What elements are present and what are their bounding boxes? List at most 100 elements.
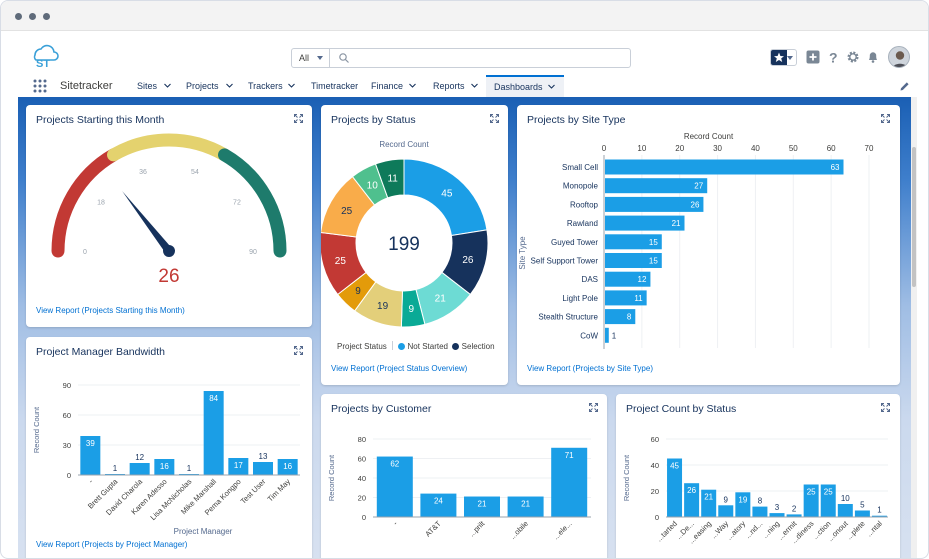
bar bbox=[129, 463, 150, 475]
bar bbox=[154, 459, 175, 475]
edit-nav-pencil-icon[interactable] bbox=[899, 81, 910, 92]
search-scope-label: All bbox=[299, 53, 310, 63]
legend-title: Project Status bbox=[337, 342, 387, 351]
category-label: Guyed Tower bbox=[551, 238, 598, 247]
category-label: Tim May bbox=[266, 477, 293, 504]
scrollbar-thumb[interactable] bbox=[912, 147, 916, 287]
search-input[interactable] bbox=[354, 50, 624, 66]
donut-slice-label: 19 bbox=[377, 301, 389, 312]
nav-item-timetracker[interactable]: Timetracker bbox=[311, 75, 361, 97]
donut-slice-label: 26 bbox=[462, 255, 474, 266]
bar-value-label: 45 bbox=[670, 462, 679, 471]
bar-value-label: 26 bbox=[687, 486, 696, 495]
tick-label: 40 bbox=[651, 461, 659, 470]
bar bbox=[718, 505, 734, 517]
view-report-link[interactable]: View Report (Projects by Site Type) bbox=[527, 364, 653, 373]
bar-value-label: 1 bbox=[113, 464, 118, 473]
gauge-chart: 0 18 36 54 72 90 26 bbox=[51, 133, 287, 287]
card-title: Projects by Status bbox=[331, 114, 416, 126]
add-icon[interactable] bbox=[806, 50, 820, 64]
legend-item-label: Not Started bbox=[407, 342, 448, 351]
bar bbox=[605, 271, 651, 287]
window-dot-icon bbox=[15, 13, 22, 20]
chevron-down-icon bbox=[317, 56, 323, 60]
expand-icon[interactable] bbox=[294, 114, 303, 123]
category-label: Rawland bbox=[567, 219, 598, 228]
category-label: Monopole bbox=[563, 182, 599, 191]
tick-label: 0 bbox=[67, 471, 71, 480]
bar bbox=[701, 489, 717, 517]
nav-item-projects[interactable]: Projects bbox=[186, 75, 236, 97]
global-search: All bbox=[291, 48, 631, 68]
nav-item-dashboards[interactable]: Dashboards bbox=[486, 75, 564, 97]
nav-item-sites[interactable]: Sites bbox=[137, 75, 173, 97]
favorites-star-icon bbox=[771, 50, 787, 65]
bar bbox=[605, 196, 704, 212]
bar-value-label: 8 bbox=[758, 497, 763, 506]
category-label: ...onout bbox=[826, 518, 851, 543]
donut-slice bbox=[374, 158, 405, 199]
help-icon[interactable]: ? bbox=[826, 50, 840, 64]
gauge-tick-label: 90 bbox=[249, 249, 257, 256]
nav-item-finance[interactable]: Finance bbox=[371, 75, 421, 97]
bar bbox=[837, 504, 853, 517]
card-projects-starting: Projects Starting this Month 0 18 36 54 72 90… bbox=[26, 105, 312, 327]
nav-item-reports[interactable]: Reports bbox=[433, 75, 481, 97]
page-scrollbar[interactable] bbox=[911, 97, 917, 558]
setup-gear-icon[interactable] bbox=[846, 50, 860, 64]
bar bbox=[203, 391, 224, 475]
app-launcher-grid-icon[interactable] bbox=[33, 79, 47, 93]
bar-value-label: 21 bbox=[704, 493, 713, 502]
bar-value-label: 12 bbox=[638, 275, 647, 284]
bar bbox=[667, 458, 683, 517]
tick-label: 60 bbox=[651, 435, 659, 444]
card-title: Project Count by Status bbox=[626, 403, 737, 415]
expand-icon[interactable] bbox=[881, 403, 890, 412]
notifications-bell-icon[interactable] bbox=[866, 50, 880, 64]
sitetracker-logo-icon: ST bbox=[33, 44, 59, 69]
view-report-link[interactable]: View Report (Project Status Overview) bbox=[331, 364, 468, 373]
card-title: Projects by Customer bbox=[331, 403, 432, 415]
nav-item-trackers[interactable]: Trackers bbox=[248, 75, 298, 97]
gauge-needle-hub bbox=[163, 245, 175, 257]
bar bbox=[605, 159, 844, 175]
category-label: - bbox=[391, 519, 399, 527]
expand-icon[interactable] bbox=[589, 403, 598, 412]
chevron-down-icon bbox=[226, 83, 233, 88]
gauge-tick-label: 18 bbox=[97, 200, 105, 207]
bar bbox=[253, 462, 273, 475]
legend-item-label: Selection bbox=[461, 342, 495, 351]
tick-label: 60 bbox=[358, 455, 366, 464]
tick-label: 60 bbox=[63, 411, 71, 420]
tick-label: 20 bbox=[358, 494, 366, 503]
app-navigation-bar: Sitetracker Sites Projects Trackers Time… bbox=[1, 75, 928, 97]
search-scope-select[interactable]: All bbox=[292, 49, 330, 67]
bar bbox=[277, 459, 298, 475]
bar bbox=[420, 493, 457, 517]
tick-label: 30 bbox=[63, 441, 71, 450]
category-label: ...ntal bbox=[865, 519, 885, 539]
tick-label: 90 bbox=[63, 381, 71, 390]
category-label: CoW bbox=[580, 331, 598, 340]
expand-icon[interactable] bbox=[294, 346, 303, 355]
tick-label: 20 bbox=[675, 144, 684, 153]
bar-value-label: 12 bbox=[135, 453, 144, 462]
expand-icon[interactable] bbox=[490, 114, 499, 123]
category-label: Self Support Tower bbox=[531, 257, 599, 266]
favorites-button[interactable] bbox=[770, 49, 797, 66]
chevron-down-icon bbox=[164, 83, 171, 88]
view-report-link[interactable]: View Report (Projects Starting this Mont… bbox=[36, 306, 185, 315]
bar bbox=[820, 484, 836, 517]
tick-label: 0 bbox=[362, 513, 366, 522]
category-label: AT&T bbox=[423, 519, 443, 539]
dashboard-canvas: Projects Starting this Month 0 18 36 54 72 90… bbox=[18, 97, 911, 558]
view-report-link[interactable]: View Report (Projects by Project Manager… bbox=[36, 540, 188, 549]
bar-value-label: 25 bbox=[824, 488, 833, 497]
bar-value-label: 39 bbox=[86, 439, 95, 448]
expand-icon[interactable] bbox=[881, 114, 890, 123]
category-label: ...tarted bbox=[655, 519, 679, 543]
user-avatar[interactable] bbox=[888, 46, 910, 68]
